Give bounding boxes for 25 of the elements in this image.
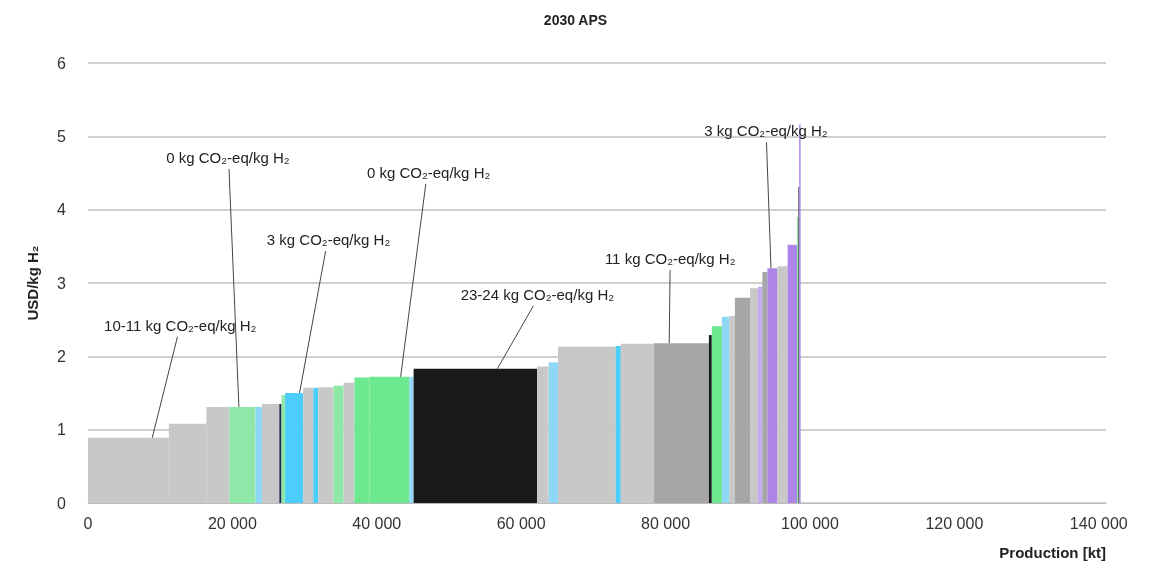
chart-title: 2030 APS	[543, 12, 608, 28]
x-tick-label: 60 000	[496, 514, 546, 532]
x-tick-label: 0	[83, 514, 93, 532]
y-axis-title: USD/kg H₂	[24, 245, 41, 321]
annotation: 3 kg CO₂-eq/kg H₂	[704, 121, 828, 139]
x-tick-label: 140 000	[1069, 514, 1128, 532]
y-tick-label: 1	[57, 421, 67, 439]
annotation: 11 kg CO₂-eq/kg H₂	[604, 249, 736, 267]
x-tick-label: 20 000	[207, 514, 257, 532]
y-tick-label: 6	[57, 54, 67, 72]
x-tick-label: 40 000	[352, 514, 402, 532]
x-tick-label: 120 000	[925, 514, 984, 532]
y-tick-label: 4	[57, 201, 67, 219]
y-tick-label: 3	[57, 274, 67, 292]
annotation: 0 kg CO₂-eq/kg H₂	[366, 163, 491, 181]
y-tick-label: 5	[57, 127, 67, 145]
annotation: 3 kg CO₂-eq/kg H₂	[266, 230, 391, 248]
y-tick-label: 2	[57, 347, 67, 365]
annotation: 10-11 kg CO₂-eq/kg H₂	[104, 316, 257, 334]
y-tick-label: 0	[57, 494, 67, 512]
annotation: 0 kg CO₂-eq/kg H₂	[166, 148, 290, 166]
x-axis-title: Production [kt]	[999, 544, 1106, 561]
annotation: 23-24 kg CO₂-eq/kg H₂	[460, 285, 615, 303]
x-tick-label: 80 000	[641, 514, 691, 532]
x-tick-label: 100 000	[781, 514, 839, 532]
